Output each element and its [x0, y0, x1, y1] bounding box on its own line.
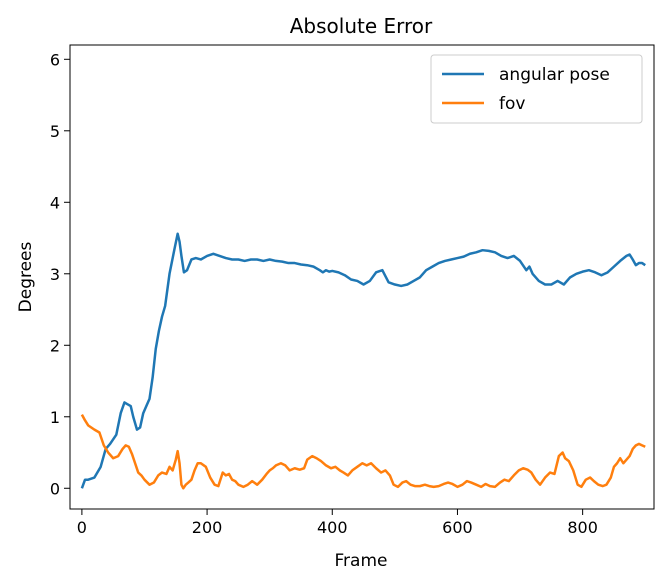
y-tick-label: 5 — [50, 122, 60, 141]
legend-label-fov: fov — [499, 94, 525, 114]
x-tick-label: 0 — [77, 518, 87, 537]
legend-label-angular-pose: angular pose — [499, 65, 610, 85]
y-axis-label: Degrees — [16, 241, 36, 312]
x-tick-label: 400 — [317, 518, 348, 537]
x-tick-label: 600 — [442, 518, 473, 537]
y-tick-label: 1 — [50, 408, 60, 427]
y-tick-label: 0 — [50, 479, 60, 498]
y-tick-label: 4 — [50, 193, 60, 212]
series-layer — [80, 232, 646, 490]
chart-title: Absolute Error — [290, 14, 433, 38]
x-tick-label: 200 — [192, 518, 223, 537]
plot-frame — [69, 44, 655, 510]
x-axis-label: Frame — [335, 551, 388, 571]
series-line-angular-pose — [80, 232, 646, 489]
legend-box — [430, 54, 643, 124]
y-tick-label: 2 — [50, 336, 60, 355]
legend: angular pose fov — [430, 54, 643, 124]
y-tick-label: 6 — [50, 50, 60, 69]
ticks-layer: 0 200 400 600 800 0 1 2 3 4 5 6 — [50, 50, 598, 537]
y-tick-label: 3 — [50, 265, 60, 284]
series-line-fov — [80, 414, 646, 490]
x-tick-label: 800 — [567, 518, 598, 537]
